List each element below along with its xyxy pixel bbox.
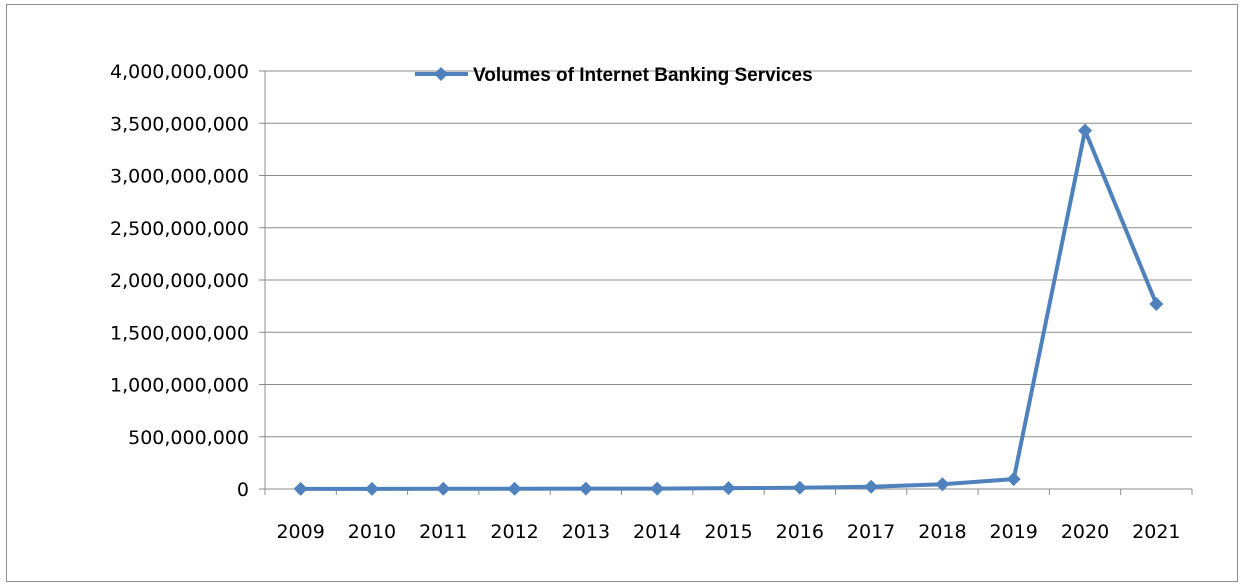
x-tick-labels: 2009 2010 2011 2012 2013 2014 2015 2016 2017 2018… <box>276 521 1180 543</box>
y-tick-label: 3,000,000,000 <box>110 166 249 188</box>
x-tick-label: 2019 <box>990 521 1038 543</box>
x-tick-label: 2020 <box>1061 521 1109 543</box>
x-tick-label: 2013 <box>562 521 610 543</box>
x-tick-label: 2009 <box>276 521 324 543</box>
data-point-marker <box>578 481 593 496</box>
x-tick-label: 2016 <box>776 521 824 543</box>
x-tick-label: 2018 <box>918 521 966 543</box>
data-point-marker <box>792 480 807 495</box>
y-tick-label: 0 <box>237 479 249 501</box>
x-tick-label: 2014 <box>633 521 681 543</box>
y-tick-label: 4,000,000,000 <box>110 61 249 83</box>
y-tick-label: 2,000,000,000 <box>110 270 249 292</box>
y-tick-label: 3,500,000,000 <box>110 113 249 135</box>
y-tick-label: 1,500,000,000 <box>110 322 249 344</box>
data-point-marker <box>436 481 451 496</box>
data-point-marker <box>293 481 308 496</box>
y-tick-labels: 0 500,000,000 1,000,000,000 1,500,000,000 2,… <box>110 61 249 501</box>
data-point-marker <box>650 481 665 496</box>
y-tick-label: 500,000,000 <box>128 427 249 449</box>
y-tick-label: 2,500,000,000 <box>110 218 249 240</box>
x-tick-label: 2011 <box>419 521 467 543</box>
x-tick-label: 2012 <box>490 521 538 543</box>
data-point-marker <box>364 481 379 496</box>
x-tick-label: 2010 <box>348 521 396 543</box>
data-point-marker <box>1078 123 1093 138</box>
series-line-0 <box>300 128 1159 491</box>
gridlines <box>265 70 1192 438</box>
data-point-marker <box>721 481 736 496</box>
data-point-marker <box>1006 472 1021 487</box>
chart-frame <box>6 4 1238 582</box>
x-tick-label: 2015 <box>704 521 752 543</box>
series <box>293 123 1164 496</box>
data-point-marker <box>507 481 522 496</box>
x-tick-label: 2017 <box>847 521 895 543</box>
data-point-marker <box>864 479 879 494</box>
y-tick-label: 1,000,000,000 <box>110 375 249 397</box>
x-tick-label: 2021 <box>1132 521 1180 543</box>
legend: Volumes of Internet Banking Services <box>415 65 813 86</box>
data-point-marker <box>935 477 950 492</box>
data-point-marker <box>1149 297 1164 312</box>
legend-marker-diamond <box>434 67 448 81</box>
legend-label-series-0: Volumes of Internet Banking Services <box>473 65 813 86</box>
